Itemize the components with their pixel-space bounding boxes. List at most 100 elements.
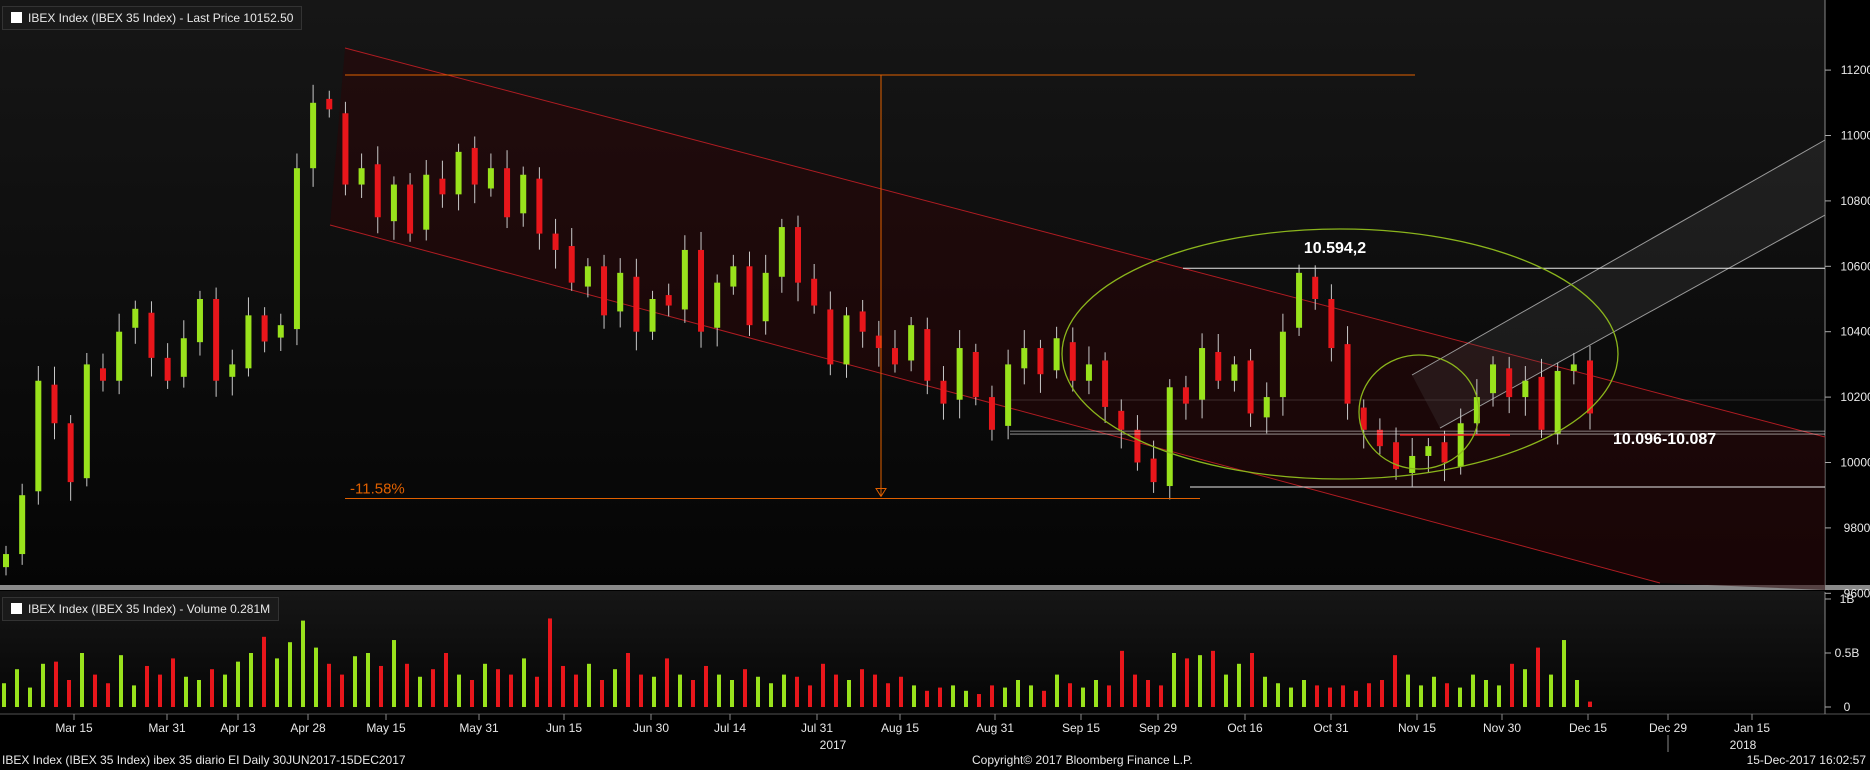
volume-bar: [197, 680, 201, 707]
volume-bar: [860, 669, 864, 707]
volume-bar: [1354, 690, 1358, 707]
volume-bar: [249, 653, 253, 707]
candle-body: [1328, 299, 1335, 349]
candle-body: [665, 295, 672, 306]
volume-bar: [704, 665, 708, 707]
candle-body: [1166, 387, 1173, 487]
volume-bar: [1588, 701, 1592, 707]
volume-bar: [288, 642, 292, 707]
candle-body: [1522, 380, 1529, 398]
volume-bar: [1549, 674, 1553, 707]
x-axis-label: Aug 31: [976, 721, 1014, 735]
volume-bar: [691, 680, 695, 707]
candle-body: [229, 364, 236, 377]
candle-body: [35, 380, 42, 492]
volume-axis-label: 1B: [1840, 592, 1855, 606]
candle-body: [778, 227, 785, 277]
candle-body: [99, 368, 106, 381]
volume-bar: [106, 683, 110, 707]
candle-body: [293, 168, 300, 330]
volume-bar: [1367, 683, 1371, 707]
volume-bar: [483, 663, 487, 707]
volume-bar: [1380, 680, 1384, 707]
candle-body: [213, 299, 220, 381]
candle-body: [633, 276, 640, 332]
candle-body: [407, 184, 414, 234]
volume-bar: [1341, 685, 1345, 707]
volume-bar: [1159, 685, 1163, 707]
candle-body: [1182, 387, 1189, 404]
candle-body: [698, 249, 705, 332]
volume-bar: [1315, 685, 1319, 707]
volume-bar: [470, 680, 474, 707]
volume-bar: [808, 685, 812, 707]
volume-group: [2, 618, 1592, 707]
volume-bar: [730, 680, 734, 707]
price-legend[interactable]: IBEX Index (IBEX 35 Index) - Last Price …: [2, 6, 303, 30]
pattern-ellipse-small: [1358, 354, 1480, 470]
candle-body: [584, 266, 591, 287]
candle-body: [762, 272, 769, 322]
candle-body: [342, 113, 349, 185]
candle-body: [1118, 410, 1125, 430]
candle-body: [1053, 338, 1060, 371]
volume-bar: [54, 661, 58, 707]
candle-body: [795, 227, 801, 283]
channel-lower-line: [329, 224, 1661, 584]
candle-body: [439, 178, 446, 195]
x-axis-label: Jan 15: [1734, 721, 1770, 735]
pattern-ellipse-large: [1061, 228, 1619, 480]
volume-bar: [1276, 683, 1280, 707]
volume-bar: [951, 685, 955, 707]
volume-bar: [236, 661, 240, 707]
volume-bar: [743, 669, 747, 707]
volume-bar: [1263, 676, 1267, 707]
volume-bar: [1120, 650, 1124, 707]
volume-bar: [561, 665, 565, 707]
candle-body: [811, 278, 818, 306]
candle-body: [196, 299, 203, 343]
volume-legend[interactable]: IBEX Index (IBEX 35 Index) - Volume 0.28…: [2, 597, 280, 621]
volume-bar: [1328, 687, 1332, 707]
volume-bar: [600, 680, 604, 707]
candle-body: [1021, 348, 1028, 369]
volume-bar: [1536, 647, 1540, 707]
volume-bar: [938, 687, 942, 707]
candle-body: [924, 329, 931, 381]
volume-bar: [444, 653, 448, 707]
volume-bar: [1523, 669, 1527, 707]
candle-body: [875, 335, 882, 349]
price-legend-text: IBEX Index (IBEX 35 Index) - Last Price …: [28, 11, 294, 25]
candle-body: [746, 266, 753, 326]
candle-body: [1506, 368, 1513, 398]
high-level-label: 10.594,2: [1304, 240, 1366, 257]
candle-body: [1441, 442, 1448, 463]
volume-bar: [340, 674, 344, 707]
volume-bar: [665, 658, 669, 707]
volume-bar: [145, 665, 149, 707]
x-axis-label: Jul 31: [801, 721, 833, 735]
candle-body: [649, 299, 656, 332]
volume-bar: [756, 676, 760, 707]
candle-body: [681, 249, 688, 310]
candle-body: [132, 308, 139, 328]
candle-body: [1085, 364, 1092, 381]
candle-body: [1457, 423, 1464, 467]
volume-bar: [1172, 653, 1176, 707]
volume-bar: [613, 669, 617, 707]
drop-arrow-head: [875, 487, 887, 498]
price-axis-label: 10400: [1840, 325, 1870, 339]
volume-legend-text: IBEX Index (IBEX 35 Index) - Volume 0.28…: [28, 602, 271, 616]
volume-bar: [1484, 680, 1488, 707]
volume-bar: [28, 687, 32, 707]
volume-bar: [1250, 653, 1254, 707]
year-label: 2018: [1730, 738, 1757, 752]
candles-group: [3, 84, 1593, 576]
x-axis-label: Nov 30: [1483, 721, 1521, 735]
volume-bar: [1419, 685, 1423, 707]
price-axis-label: 9800: [1844, 521, 1870, 535]
candle-body: [1296, 272, 1303, 328]
candle-body: [83, 364, 90, 479]
volume-bar: [1107, 685, 1111, 707]
volume-bar: [1094, 680, 1098, 707]
